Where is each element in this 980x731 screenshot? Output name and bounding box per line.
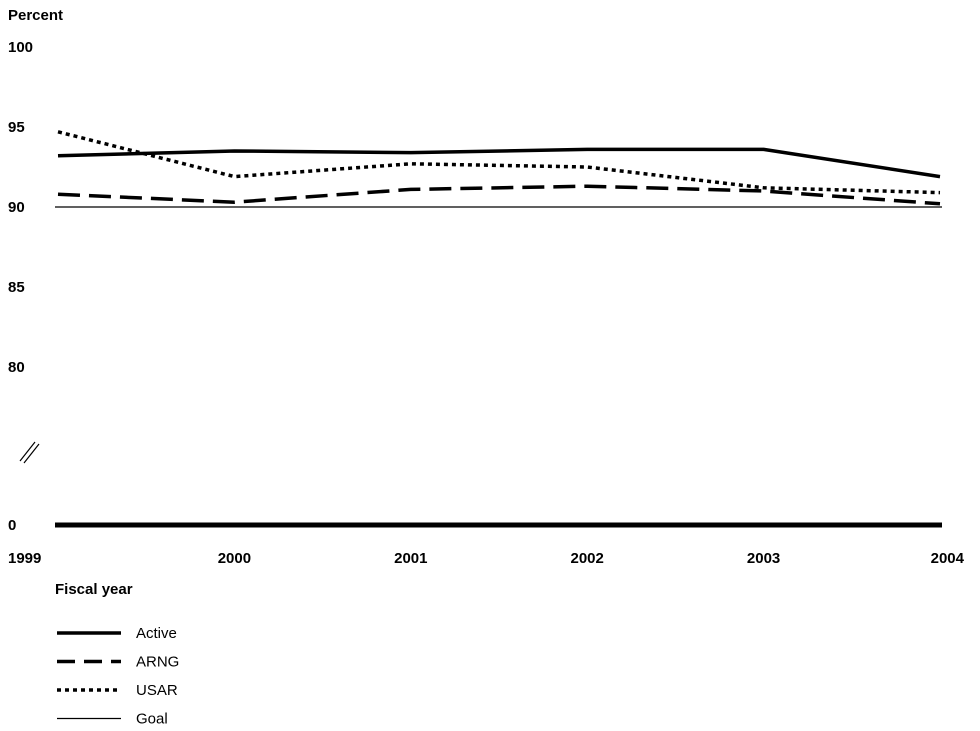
x-tick-label: 2004 <box>931 550 965 567</box>
x-tick-label: 1999 <box>8 550 41 567</box>
legend-label-active: Active <box>136 625 177 642</box>
y-tick-labels: 100 95 90 85 80 0 <box>8 39 33 534</box>
y-tick-label: 0 <box>8 517 16 534</box>
legend-label-usar: USAR <box>136 682 178 699</box>
y-tick-label: 85 <box>8 279 25 296</box>
legend-label-arng: ARNG <box>136 654 179 671</box>
legend: Active ARNG USAR Goal <box>57 625 179 728</box>
y-axis-title: Percent <box>8 7 63 24</box>
axis-break-mark <box>19 441 40 464</box>
y-tick-label: 95 <box>8 119 25 136</box>
x-axis-title: Fiscal year <box>55 581 133 598</box>
legend-label-goal: Goal <box>136 711 168 728</box>
series-lines <box>55 130 942 208</box>
x-tick-label: 2002 <box>571 550 604 567</box>
x-tick-label: 2000 <box>218 550 251 567</box>
y-tick-label: 90 <box>8 199 25 216</box>
series-line-usar <box>57 130 941 195</box>
y-tick-label: 100 <box>8 39 33 56</box>
x-tick-label: 2003 <box>747 550 780 567</box>
x-tick-label: 2001 <box>394 550 427 567</box>
series-line-active <box>57 147 941 179</box>
series-line-arng <box>57 184 941 206</box>
x-tick-labels: 1999 2000 2001 2002 2003 2004 <box>8 550 965 567</box>
y-tick-label: 80 <box>8 359 25 376</box>
